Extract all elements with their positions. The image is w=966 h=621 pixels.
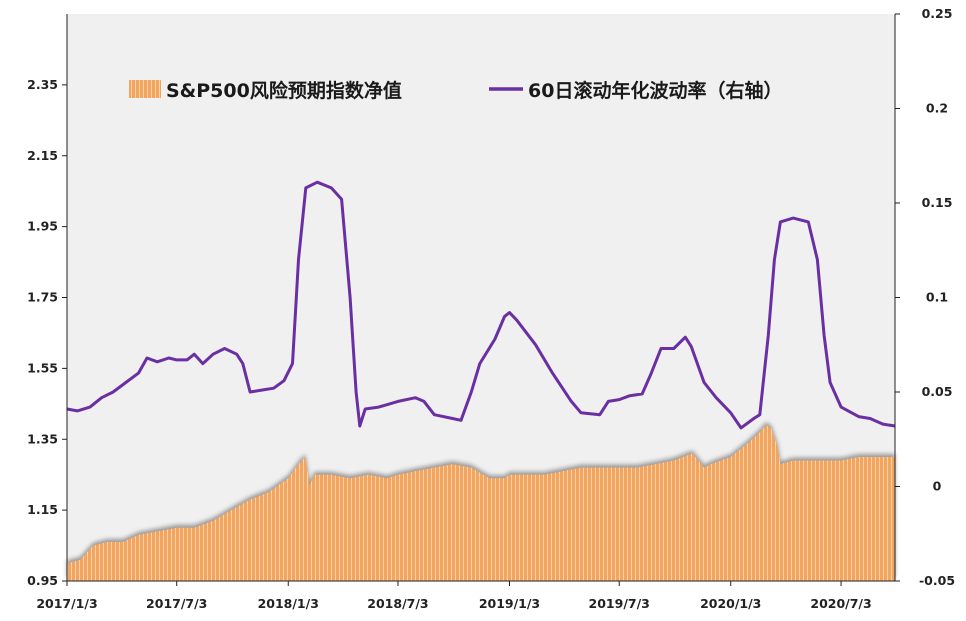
x-tick-label: 2019/1/3 [479, 596, 540, 611]
x-tick-label: 2019/7/3 [589, 596, 650, 611]
legend: S&P500风险预期指数净值 60日滚动年化波动率（右轴） [129, 79, 782, 102]
volatility-line [66, 180, 896, 430]
right-tick-label: -0.05 [919, 573, 955, 588]
legend-area-label: S&P500风险预期指数净值 [166, 79, 402, 102]
x-tick-label: 2017/7/3 [146, 596, 207, 611]
x-tick-label: 2020/1/3 [700, 596, 761, 611]
left-tick-label: 2.15 [27, 148, 58, 163]
right-y-ticks: -0.05 0 0.05 0.1 0.15 0.2 0.25 [895, 6, 955, 588]
legend-line-label: 60日滚动年化波动率（右轴） [528, 79, 782, 102]
right-tick-label: 0.05 [922, 384, 953, 399]
left-tick-label: 1.55 [27, 360, 58, 375]
x-ticks: 2017/1/3 2017/7/3 2018/1/3 2018/7/3 2019/1/3… [36, 581, 872, 611]
right-tick-label: 0.15 [922, 195, 953, 210]
x-tick-label: 2018/1/3 [258, 596, 319, 611]
x-tick-label: 2017/1/3 [36, 596, 97, 611]
left-tick-label: 2.35 [27, 77, 58, 92]
left-tick-label: 1.95 [27, 219, 58, 234]
left-tick-label: 1.15 [27, 502, 58, 517]
area-series-fill [67, 425, 895, 581]
right-tick-label: 0.1 [926, 290, 948, 305]
right-tick-label: 0 [933, 479, 942, 494]
x-tick-label: 2018/7/3 [367, 596, 428, 611]
left-tick-label: 1.75 [27, 290, 58, 305]
left-tick-label: 1.35 [27, 431, 58, 446]
left-tick-label: 0.95 [27, 573, 58, 588]
x-tick-label: 2020/7/3 [810, 596, 871, 611]
right-tick-label: 0.25 [922, 6, 953, 21]
legend-area-swatch [129, 80, 161, 98]
right-tick-label: 0.2 [926, 101, 948, 116]
left-y-ticks: 0.95 1.15 1.35 1.55 1.75 1.95 2.15 2.35 [27, 77, 67, 588]
